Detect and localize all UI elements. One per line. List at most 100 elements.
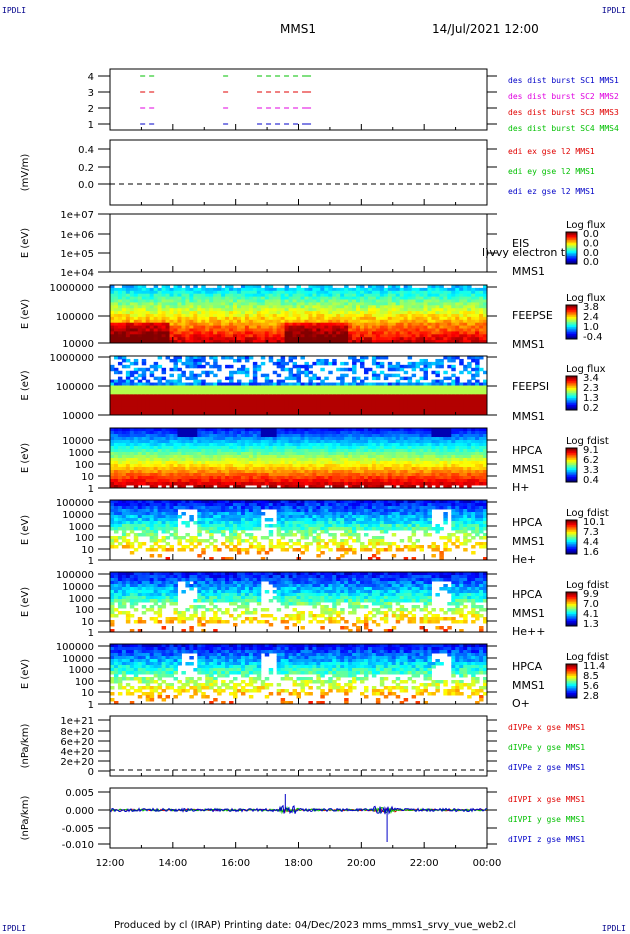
heatmap-cell xyxy=(403,443,409,447)
heatmap-cell xyxy=(221,485,226,489)
heatmap-cell xyxy=(324,331,329,335)
heatmap-cell xyxy=(125,479,131,483)
heatmap-cell xyxy=(165,437,171,441)
heatmap-cell xyxy=(217,443,222,447)
heatmap-cell xyxy=(344,440,349,444)
heatmap-cell xyxy=(467,334,472,338)
heatmap-cell xyxy=(268,302,274,306)
heatmap-cell xyxy=(379,452,385,456)
heatmap-cell xyxy=(451,311,456,315)
heatmap-cell xyxy=(213,311,218,315)
heatmap-cell xyxy=(229,467,234,471)
heatmap-cell xyxy=(379,400,385,404)
heatmap-cell xyxy=(240,428,246,432)
heatmap-cell xyxy=(185,479,190,483)
heatmap-cell xyxy=(137,385,143,389)
heatmap-cell xyxy=(411,328,417,332)
heatmap-cell xyxy=(435,388,440,392)
heatmap-cell xyxy=(304,394,309,398)
heatmap-cell xyxy=(431,403,436,407)
heatmap-cell xyxy=(145,473,151,477)
heatmap-cell xyxy=(276,452,282,456)
heatmap-cell xyxy=(407,322,413,327)
heatmap-cell xyxy=(475,373,480,378)
heatmap-cell xyxy=(276,479,282,483)
heatmap-cell xyxy=(328,467,333,471)
heatmap-cell xyxy=(467,322,472,327)
heatmap-cell xyxy=(415,311,421,315)
heatmap-cell xyxy=(165,316,171,321)
heatmap-cell xyxy=(117,464,123,468)
heatmap-cell xyxy=(356,434,361,438)
heatmap-cell xyxy=(387,314,393,318)
heatmap-cell xyxy=(332,328,337,332)
heatmap-cell xyxy=(205,328,210,332)
heatmap-cell xyxy=(387,452,393,456)
heatmap-cell xyxy=(145,476,151,480)
heatmap-cell xyxy=(391,434,397,438)
heatmap-cell xyxy=(177,358,182,363)
heatmap-cell xyxy=(367,467,373,471)
heatmap-cell xyxy=(197,464,202,468)
heatmap-cell xyxy=(300,382,305,386)
heatmap-cell xyxy=(419,328,425,332)
heatmap-cell xyxy=(280,406,286,410)
heatmap-cell xyxy=(411,331,417,335)
heatmap-cell xyxy=(256,382,262,386)
heatmap-cell xyxy=(169,302,174,306)
heatmap-cell xyxy=(360,449,365,453)
heatmap-cell xyxy=(209,443,214,447)
heatmap-cell xyxy=(399,364,405,369)
heatmap-cell xyxy=(459,370,464,375)
heatmap-cell xyxy=(125,285,131,289)
heatmap-cell xyxy=(280,467,286,471)
heatmap-cell xyxy=(125,290,131,295)
heatmap-cell xyxy=(260,412,266,416)
heatmap-cell xyxy=(312,311,317,315)
heatmap-cell xyxy=(256,334,262,338)
heatmap-cell xyxy=(133,305,139,309)
heatmap-cell xyxy=(189,325,194,329)
heatmap-cell xyxy=(189,373,194,378)
heatmap-cell xyxy=(403,440,409,444)
heatmap-cell xyxy=(225,319,230,324)
heatmap-cell xyxy=(391,319,397,324)
heatmap-cell xyxy=(332,476,337,480)
heatmap-cell xyxy=(181,440,186,444)
heatmap-cell xyxy=(332,334,337,338)
heatmap-cell xyxy=(129,434,135,438)
heatmap-cell xyxy=(193,440,198,444)
heatmap-cell xyxy=(379,356,385,360)
heatmap-cell xyxy=(324,434,329,438)
heatmap-cell xyxy=(340,434,345,438)
heatmap-cell xyxy=(340,290,345,295)
heatmap-cell xyxy=(173,340,178,344)
heatmap-cell xyxy=(407,340,413,344)
heatmap-cell xyxy=(447,385,452,389)
heatmap-cell xyxy=(169,482,174,486)
heatmap-cell xyxy=(185,319,190,324)
heatmap-cell xyxy=(213,364,218,369)
heatmap-cell xyxy=(272,290,278,295)
heatmap-cell xyxy=(383,458,389,462)
heatmap-cell xyxy=(360,285,365,289)
heatmap-cell xyxy=(201,440,206,444)
heatmap-cell xyxy=(371,325,377,329)
heatmap-cell xyxy=(447,311,452,315)
heatmap-cell xyxy=(439,400,444,404)
heatmap-cell xyxy=(328,322,333,327)
heatmap-cell xyxy=(367,367,373,372)
heatmap-cell xyxy=(328,434,333,438)
heatmap-cell xyxy=(189,443,194,447)
heatmap-cell xyxy=(300,434,305,438)
heatmap-cell xyxy=(395,364,401,369)
heatmap-cell xyxy=(161,370,167,375)
heatmap-cell xyxy=(185,305,190,309)
heatmap-cell xyxy=(161,431,167,435)
heatmap-cell xyxy=(363,455,369,459)
heatmap-cell xyxy=(284,305,290,309)
heatmap-cell xyxy=(300,388,305,392)
heatmap-cell xyxy=(407,325,413,329)
heatmap-cell xyxy=(193,325,198,329)
heatmap-cell xyxy=(252,299,258,303)
